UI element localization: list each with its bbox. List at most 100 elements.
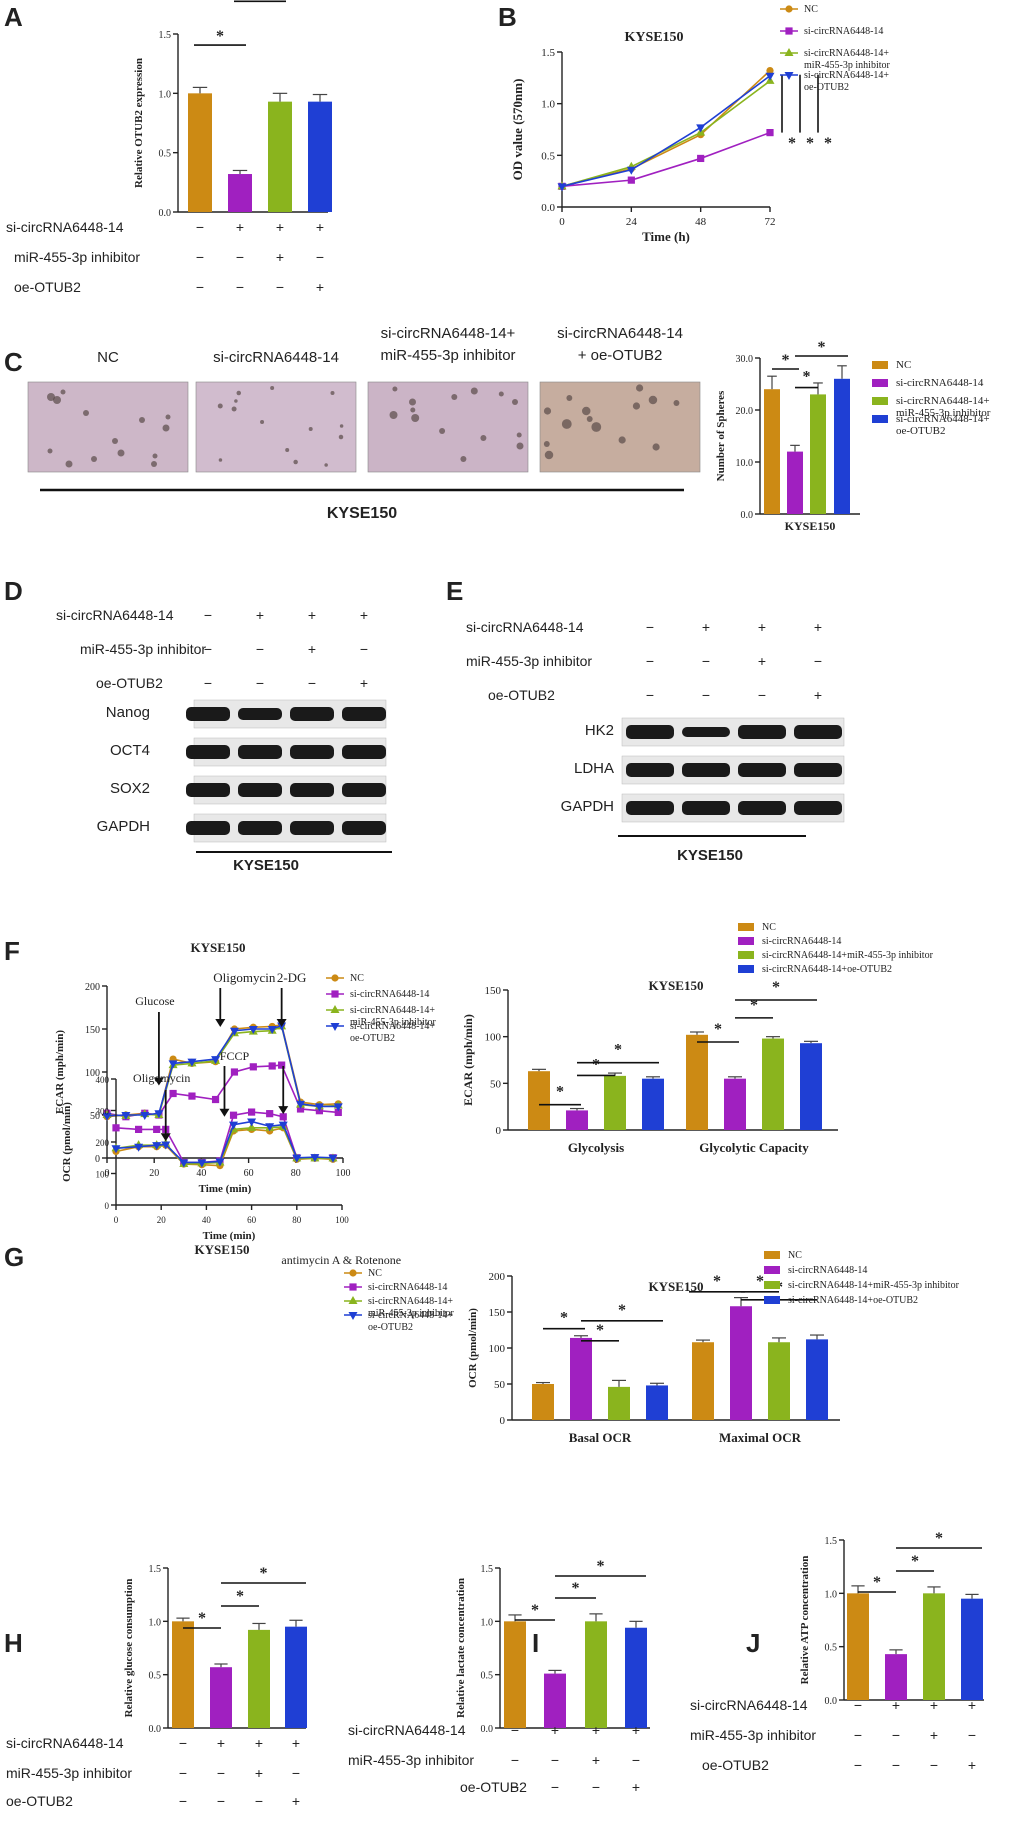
significance-star: * (592, 1056, 600, 1073)
point (279, 1113, 287, 1121)
point (134, 1143, 144, 1152)
sphere-dot (652, 443, 660, 451)
legend-entry: NC (896, 359, 911, 371)
treatment-sign: − (814, 653, 822, 669)
bar (268, 101, 292, 212)
treatment-sign: − (854, 1727, 862, 1743)
significance-star: * (824, 135, 832, 152)
caption: KYSE150 (233, 857, 299, 874)
legend-swatch (738, 937, 754, 945)
y-axis-label: Relative lactate concentration (455, 1578, 467, 1718)
band (626, 801, 674, 815)
y-tick-label: 1.5 (149, 1564, 162, 1575)
legend-entry: oe-OTUB2 (804, 82, 849, 93)
point (348, 1312, 358, 1320)
panel-letter: C (4, 347, 23, 377)
legend-swatch (872, 361, 888, 369)
point (349, 1269, 357, 1277)
category-label: Basal OCR (569, 1430, 632, 1445)
band (682, 727, 730, 737)
arrow-head (160, 1133, 171, 1142)
bar (625, 1627, 647, 1728)
panel-b: 0.0 0.5 1.0 1.5 OD value (570nm) 0 24 48 72 Time … (510, 4, 891, 244)
bar (532, 1384, 554, 1420)
x-tick-label: 48 (695, 216, 707, 228)
treatment-label: si-circRNA6448-14 (56, 607, 174, 623)
point (766, 67, 774, 75)
legend-entry: si-circRNA6448-14 (804, 26, 883, 37)
treatment-sign: − (196, 249, 204, 265)
treatment-sign: − (646, 687, 654, 703)
x-axis-label: KYSE150 (785, 519, 836, 533)
y-tick-label: 0 (500, 1415, 506, 1427)
y-tick-label: 0 (95, 1154, 100, 1165)
sphere-image (367, 381, 529, 473)
y-tick-label: 400 (96, 1075, 110, 1085)
significance-star: * (788, 135, 796, 152)
point (187, 1058, 197, 1067)
band (186, 783, 230, 797)
sphere-dot (389, 411, 398, 419)
point (249, 1063, 257, 1071)
bar (570, 1337, 592, 1420)
caption: KYSE150 (677, 847, 743, 864)
category-label: Maximal OCR (719, 1430, 802, 1445)
treatment-sign: − (702, 687, 710, 703)
treatment-sign: − (308, 675, 316, 691)
sphere-dot (260, 420, 265, 424)
legend-swatch (738, 965, 754, 973)
treatment-label: miR-455-3p inhibitor (690, 1727, 816, 1743)
y-tick-label: 1.5 (481, 1564, 494, 1575)
arrow-head (219, 1108, 230, 1117)
significance-star: * (806, 135, 814, 152)
legend-entry: si-circRNA6448-14 (788, 1265, 867, 1276)
band (342, 821, 386, 835)
arrow-head (215, 1019, 226, 1027)
legend-entry: si-circRNA6448-14 (350, 989, 429, 1000)
image-label: si-circRNA6448-14+ (381, 325, 516, 342)
x-tick-label: 60 (247, 1215, 257, 1225)
bar (608, 1386, 630, 1420)
treatment-sign: + (256, 607, 264, 623)
legend-entry: oe-OTUB2 (350, 1033, 395, 1044)
sphere-dot (636, 384, 644, 392)
point (152, 1142, 162, 1151)
treatment-sign: + (632, 1722, 640, 1738)
point (229, 1027, 239, 1036)
bar (210, 1667, 232, 1728)
band (238, 745, 282, 759)
image-label: + oe-OTUB2 (578, 347, 663, 364)
sphere-dot (544, 450, 554, 460)
y-tick-label: 10.0 (736, 458, 754, 469)
band (342, 783, 386, 797)
band-label: LDHA (574, 760, 614, 777)
legend-entry: si-circRNA6448-14+miR-455-3p inhibitor (788, 1280, 960, 1291)
point (140, 1112, 150, 1120)
sphere-dot (498, 391, 504, 397)
panel-letter: I (532, 1628, 539, 1658)
point (266, 1110, 274, 1118)
band (682, 763, 730, 777)
legend-swatch (764, 1296, 780, 1304)
point (310, 1154, 320, 1163)
x-tick-label: 0 (114, 1215, 119, 1225)
sphere-dot (308, 427, 313, 431)
category-label: Glycolysis (568, 1140, 624, 1155)
treatment-sign: − (204, 607, 212, 623)
image-label: si-circRNA6448-14 (557, 325, 683, 342)
sphere-dot (218, 458, 223, 462)
treatment-sign: − (196, 219, 204, 235)
point (135, 1125, 143, 1133)
point (278, 1121, 288, 1130)
treatment-label: si-circRNA6448-14 (6, 219, 124, 235)
sphere-image (195, 381, 357, 473)
treatment-sign: − (204, 675, 212, 691)
legend-entry: si-circRNA6448-14+ (350, 1005, 435, 1016)
band (682, 801, 730, 815)
treatment-label: miR-455-3p inhibitor (80, 641, 206, 657)
treatment-sign: − (196, 279, 204, 295)
y-axis-label: Relative ATP concentration (799, 1556, 811, 1685)
point (334, 1108, 342, 1117)
treatment-sign: − (854, 1697, 862, 1713)
